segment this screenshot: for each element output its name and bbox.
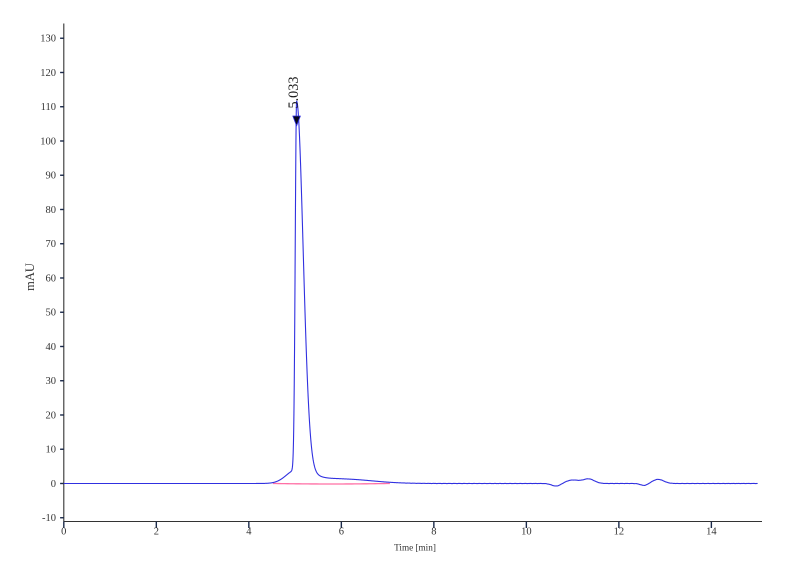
svg-text:Time [min]: Time [min] (394, 543, 436, 553)
svg-text:8: 8 (431, 527, 436, 538)
svg-text:110: 110 (41, 102, 56, 113)
svg-text:70: 70 (46, 239, 57, 250)
svg-text:20: 20 (46, 410, 57, 421)
svg-text:0: 0 (51, 479, 56, 490)
svg-text:14: 14 (706, 527, 717, 538)
svg-text:30: 30 (46, 376, 57, 387)
svg-text:10: 10 (521, 527, 532, 538)
svg-text:80: 80 (46, 205, 57, 216)
svg-text:12: 12 (614, 527, 625, 538)
svg-text:90: 90 (46, 171, 57, 182)
svg-text:2: 2 (154, 527, 159, 538)
svg-text:6: 6 (339, 527, 344, 538)
svg-text:60: 60 (46, 273, 57, 284)
svg-text:mAU: mAU (23, 263, 37, 291)
svg-text:50: 50 (46, 308, 57, 319)
svg-text:5.033: 5.033 (286, 77, 302, 109)
svg-text:10: 10 (46, 445, 57, 456)
svg-text:-10: -10 (42, 513, 56, 524)
svg-text:40: 40 (46, 342, 57, 353)
svg-text:0: 0 (61, 527, 66, 538)
svg-text:100: 100 (40, 136, 56, 147)
svg-text:130: 130 (40, 34, 56, 45)
svg-text:4: 4 (246, 527, 252, 538)
svg-text:120: 120 (40, 68, 56, 79)
